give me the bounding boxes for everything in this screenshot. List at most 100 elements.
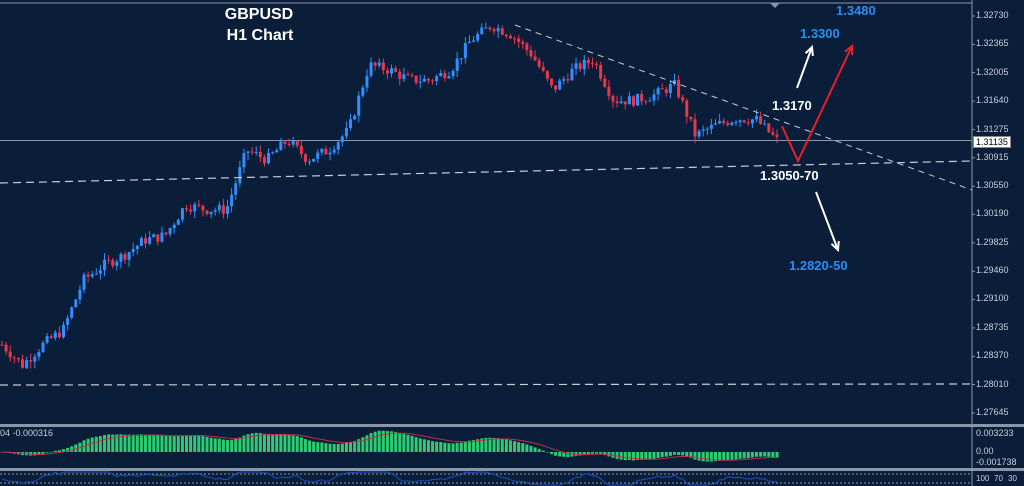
rsi-tick: 70	[994, 474, 1003, 483]
macd-bar	[775, 452, 779, 458]
macd-bar	[595, 452, 599, 454]
y-tick-label: 1.32365	[976, 38, 1009, 49]
macd-bar	[431, 441, 435, 452]
candle-body	[312, 158, 316, 162]
macd-bar	[451, 443, 455, 452]
candle-body	[619, 101, 623, 104]
candle-body	[496, 28, 500, 32]
macd-bar	[221, 439, 225, 452]
macd-bar	[164, 436, 168, 452]
macd-bar	[193, 435, 197, 452]
macd-bar	[275, 434, 279, 452]
macd-bar	[66, 447, 70, 452]
macd-bar	[590, 452, 594, 454]
macd-bar	[217, 438, 221, 452]
macd-bar	[562, 452, 566, 457]
macd-tick: -0.001738	[976, 457, 1017, 467]
y-tick-label: 1.31275	[976, 123, 1009, 134]
macd-bar	[144, 434, 148, 452]
y-tick-label: 1.29100	[976, 293, 1009, 304]
macd-bar	[459, 442, 463, 452]
candle-body	[603, 78, 607, 87]
macd-bar	[271, 434, 275, 452]
macd-bar	[484, 437, 488, 452]
macd-bar	[742, 452, 746, 459]
macd-bar	[718, 452, 722, 461]
candle-body	[82, 274, 86, 290]
macd-bar	[533, 447, 537, 452]
y-tick-label: 1.32005	[976, 66, 1009, 77]
candle-body	[369, 62, 373, 76]
macd-bar	[414, 437, 418, 452]
candle-body	[631, 96, 635, 106]
macd-bar	[504, 439, 508, 452]
candle-body	[78, 289, 82, 300]
candle-body	[377, 62, 381, 66]
candle-body	[180, 208, 184, 220]
macd-bar	[443, 442, 447, 452]
macd-bar	[254, 432, 258, 452]
candle-body	[332, 149, 336, 153]
candle-body	[472, 40, 476, 42]
macd-bar	[455, 442, 459, 452]
candle-body	[74, 299, 78, 308]
macd-bar	[242, 435, 246, 452]
macd-bar	[357, 439, 361, 452]
macd-bar	[549, 452, 553, 455]
candle-body	[390, 68, 394, 74]
macd-bar	[529, 445, 533, 452]
macd-bar	[418, 438, 422, 452]
candle-body	[176, 219, 180, 225]
candle-body	[656, 88, 660, 95]
macd-bar	[287, 435, 291, 452]
macd-bar	[672, 452, 676, 455]
macd-tick: 0.003233	[976, 428, 1014, 438]
candle-body	[750, 119, 754, 124]
candle-body	[365, 75, 369, 88]
candle-body	[533, 56, 537, 61]
macd-bar	[759, 452, 763, 457]
macd-bar	[500, 438, 504, 452]
macd-bar	[176, 436, 180, 452]
candle-body	[115, 261, 119, 266]
candle-body	[701, 129, 705, 131]
macd-bar	[234, 438, 238, 452]
candle-body	[668, 84, 672, 94]
macd-bar	[103, 435, 107, 452]
downtrend-line	[514, 24, 973, 191]
candle-body	[25, 360, 29, 368]
candle-body	[414, 75, 418, 83]
macd-bar	[312, 441, 316, 452]
candle-body	[320, 148, 324, 153]
macd-bar	[361, 437, 365, 452]
y-tick-label: 1.30550	[976, 180, 1009, 191]
macd-bar	[94, 436, 98, 452]
candle-body	[549, 78, 553, 86]
candle-body	[738, 120, 742, 122]
support-trendline	[0, 160, 973, 184]
candle-body	[349, 119, 353, 129]
macd-bar	[578, 452, 582, 456]
candle-body	[164, 232, 168, 235]
candle-body	[258, 151, 262, 158]
macd-bar	[250, 433, 254, 452]
macd-bar	[517, 442, 521, 452]
y-tick-label: 1.32730	[976, 10, 1009, 20]
macd-bar	[308, 440, 312, 452]
candle-body	[16, 357, 20, 360]
macd-bar	[668, 452, 672, 456]
candle-body	[0, 344, 4, 346]
candle-body	[303, 154, 307, 162]
candle-body	[131, 248, 135, 253]
macd-bar	[33, 452, 37, 456]
macd-bar	[435, 441, 439, 452]
candle-body	[406, 74, 410, 76]
candle-body	[742, 120, 746, 123]
candle-body	[344, 128, 348, 137]
macd-bar	[754, 452, 758, 457]
candle-body	[570, 68, 574, 81]
candle-body	[107, 259, 111, 261]
candle-body	[709, 124, 713, 129]
macd-bar	[631, 452, 635, 461]
